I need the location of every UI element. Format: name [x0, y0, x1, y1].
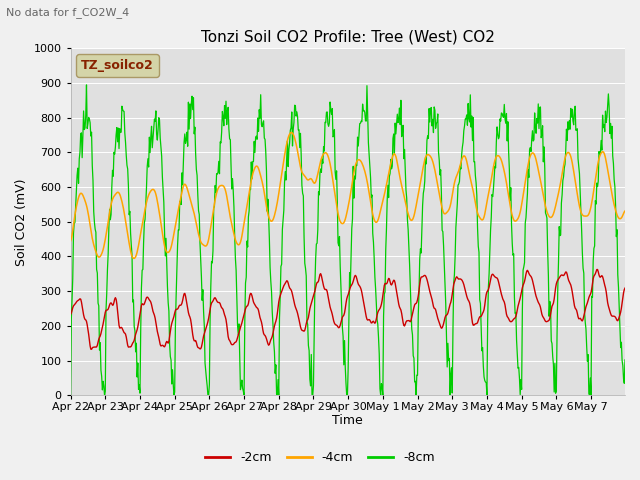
- Text: No data for f_CO2W_4: No data for f_CO2W_4: [6, 7, 130, 18]
- Title: Tonzi Soil CO2 Profile: Tree (West) CO2: Tonzi Soil CO2 Profile: Tree (West) CO2: [201, 29, 495, 44]
- Y-axis label: Soil CO2 (mV): Soil CO2 (mV): [15, 178, 28, 265]
- Legend: TZ_soilco2: TZ_soilco2: [77, 54, 159, 77]
- X-axis label: Time: Time: [332, 414, 363, 427]
- Legend: -2cm, -4cm, -8cm: -2cm, -4cm, -8cm: [200, 446, 440, 469]
